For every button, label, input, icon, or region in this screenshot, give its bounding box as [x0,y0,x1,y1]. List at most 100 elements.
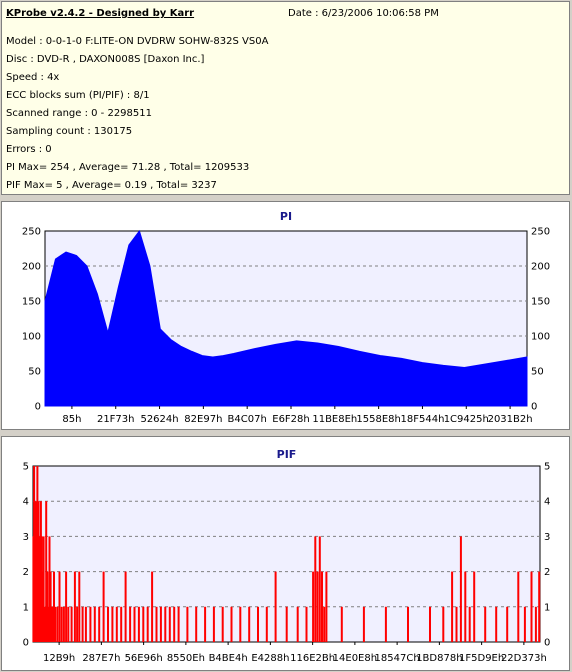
pif-bar [464,571,467,642]
pif-bar [115,606,118,642]
pif-bar [468,606,471,642]
pi-xtick-label: B4C07h [228,414,267,425]
pif-bar [49,571,52,642]
pif-bar [42,536,45,642]
pif-bar [285,606,288,642]
pif-bar [35,536,38,642]
pif-bar [111,606,114,642]
pi-xtick-label: 85h [62,414,81,425]
pif-bar [137,606,140,642]
pi-ytick-right: 200 [531,262,550,273]
pif-bar [239,606,242,642]
pif-bar [459,536,462,642]
pif-bar [495,606,498,642]
sampling-count-line: Sampling count : 130175 [6,126,133,137]
pif-bar [325,571,328,642]
pi-ytick-right: 0 [531,402,537,413]
pif-bar [318,536,321,642]
pif-xtick-label: 56E96h [125,653,163,664]
pi-xtick-label: 2031B2h [488,414,533,425]
pif-bar [538,571,541,642]
pif-bar [274,571,277,642]
pif-bar [40,536,43,642]
pif-bar [47,606,50,642]
pif-bar [305,606,308,642]
pif-bar [142,606,145,642]
pif-xtick-label: 14E0E8h [333,653,377,664]
pif-ytick-right: 0 [544,638,550,649]
pif-bar [257,606,259,642]
pif-bar [230,606,233,642]
pif-chart-panel: PIF 0 0 1 1 2 2 3 3 4 4 5 5 12B9h 287E7h 56E96h 8550Eh B4… [1,436,570,671]
pif-ytick-left: 0 [23,638,29,649]
pif-xtick-label: 22D373h [501,653,547,664]
pif-xtick-label: B4BE4h [209,653,248,664]
pi-stats-line: PI Max= 254 , Average= 71.28 , Total= 12… [6,162,250,173]
pif-bar [312,571,315,642]
errors-line: Errors : 0 [6,144,52,155]
pi-xtick-label: E6F28h [272,414,310,425]
pif-bar [62,606,65,642]
info-panel: KProbe v2.4.2 - Designed by Karr Date : … [1,1,570,195]
pif-bar [50,606,53,642]
pif-bar [44,606,47,642]
pif-xtick-label: 8550Eh [167,653,205,664]
date-text: Date : 6/23/2006 10:06:58 PM [288,8,439,19]
pi-ytick-right: 50 [531,367,544,378]
pif-bar [523,606,526,642]
pif-bar [124,571,127,642]
app-title: KProbe v2.4.2 - Designed by Karr [6,8,195,19]
pif-bar [36,466,39,642]
pif-chart: PIF 0 0 1 1 2 2 3 3 4 4 5 5 12B9h 287E7h 56E96h 8550Eh B4… [23,448,551,664]
pif-bar [442,606,445,642]
pif-ytick-left: 5 [23,462,29,473]
pif-bar [120,606,123,642]
pif-bar [316,571,319,642]
pi-ytick-right: 250 [531,227,550,238]
pif-bar [473,571,476,642]
pif-bar [151,571,154,642]
pif-xtick-label: 1BD878h [416,653,462,664]
pi-area [44,229,528,407]
pif-bar [323,606,326,642]
pif-bar [146,606,149,642]
pif-bar [70,606,73,642]
pif-bar [265,606,268,642]
pif-bar [58,571,61,642]
pif-bar [84,606,87,642]
pif-bar [45,501,48,642]
pif-bar [362,606,365,642]
pif-bar [221,606,224,642]
pif-bar [51,606,54,642]
pi-ytick-left: 250 [22,227,41,238]
pif-bar [81,606,84,642]
pi-chart-panel: PI 0 0 50 50 100 100 150 150 200 200 250 250 85h 21F73… [1,201,570,430]
pif-xtick-label: 1F5D9Eh [459,653,504,664]
pif-bar [195,606,198,642]
pif-bar [173,606,176,642]
pif-ytick-right: 3 [544,532,550,543]
pi-xtick-label: 1558E8h [356,414,400,425]
pif-ytick-left: 3 [23,532,29,543]
pi-ytick-left: 200 [22,262,41,273]
scanned-range-line: Scanned range : 0 - 2298511 [6,108,152,119]
pif-ytick-right: 4 [544,497,550,508]
pi-ytick-left: 0 [35,402,41,413]
pi-chart: PI 0 0 50 50 100 100 150 150 200 200 250 250 85h 21F73… [22,210,550,425]
pif-bar [33,466,36,642]
pif-bar [155,606,158,642]
pif-bar [53,571,55,642]
pif-bar [46,571,49,642]
pif-bar [60,606,63,642]
pif-bar [98,606,101,642]
pi-ytick-left: 100 [22,332,41,343]
pi-ytick-left: 150 [22,297,41,308]
pif-bar [429,606,431,642]
pif-bar [65,571,68,642]
pif-ytick-right: 2 [544,567,550,578]
pif-bar [78,571,81,642]
pif-bar [484,606,487,642]
pif-bar [204,606,207,642]
pif-xtick-label: 18547Ch [375,653,420,664]
pif-ytick-right: 1 [544,602,550,613]
